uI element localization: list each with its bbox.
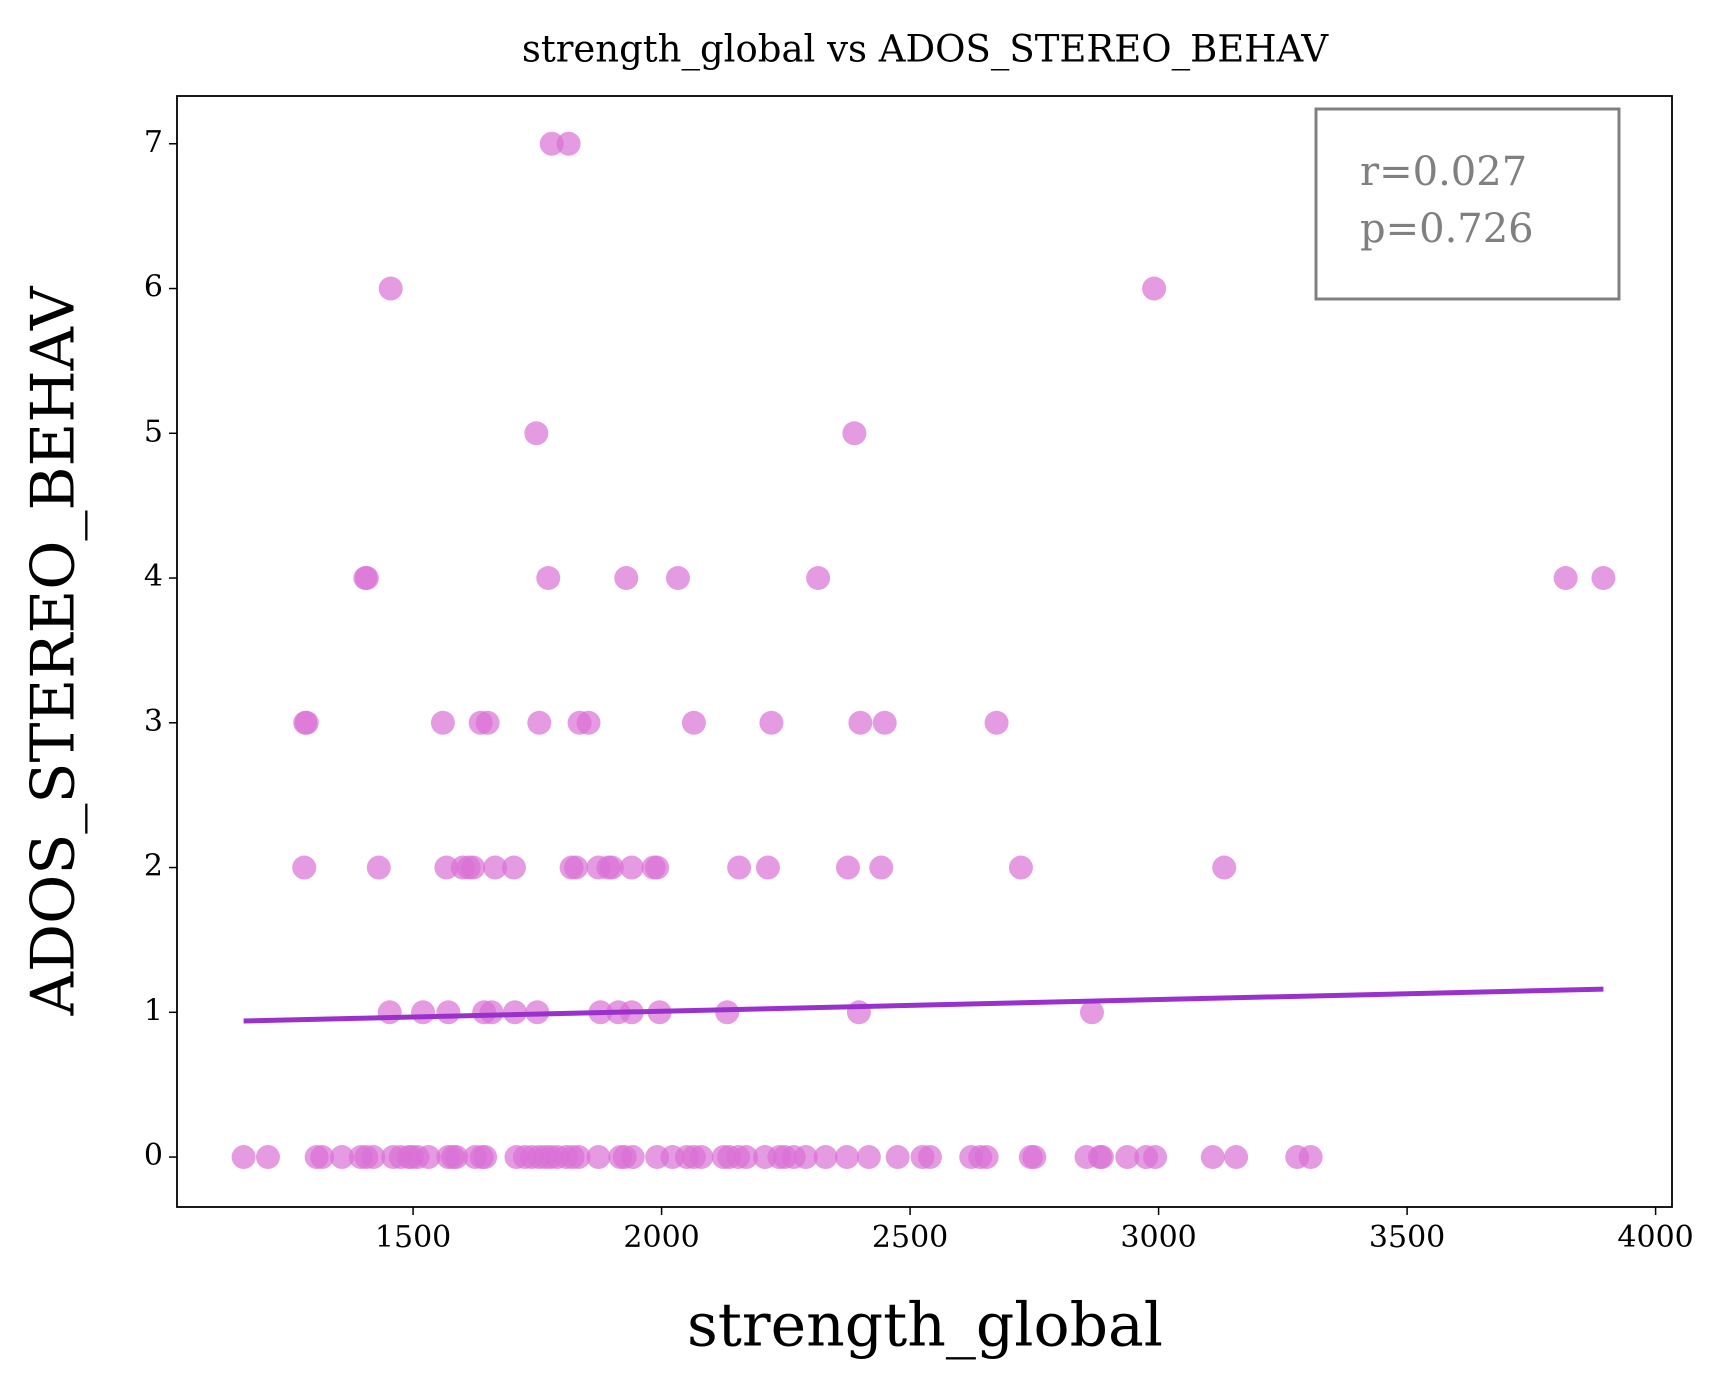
point <box>539 131 564 156</box>
point <box>885 1145 910 1170</box>
point <box>806 566 831 591</box>
y-tick-label: 3 <box>144 704 163 739</box>
point <box>1022 1145 1047 1170</box>
x-tick-label: 4000 <box>1617 1220 1693 1255</box>
point <box>1591 566 1616 591</box>
point <box>361 1145 386 1170</box>
y-tick-label: 6 <box>144 270 163 305</box>
trend-line <box>243 986 1604 1024</box>
point <box>354 566 379 591</box>
point <box>461 855 486 880</box>
point <box>430 710 455 735</box>
point <box>614 566 639 591</box>
point <box>1212 855 1237 880</box>
point <box>479 1000 504 1025</box>
point <box>436 1000 461 1025</box>
point <box>1079 1000 1104 1025</box>
point <box>759 710 784 735</box>
point <box>1298 1145 1323 1170</box>
annotation-text: r=0.027 <box>1360 149 1527 195</box>
y-tick-label: 1 <box>144 993 163 1028</box>
point <box>599 855 624 880</box>
plot-frame <box>176 95 1673 1208</box>
y-tick-label: 2 <box>144 849 163 884</box>
point <box>1142 276 1167 301</box>
point <box>665 566 690 591</box>
point <box>1089 1145 1114 1170</box>
point <box>869 855 894 880</box>
annotation-box <box>1314 107 1621 301</box>
point <box>1115 1145 1140 1170</box>
point <box>231 1145 256 1170</box>
point <box>416 1145 441 1170</box>
point <box>501 855 526 880</box>
y-tick-label: 7 <box>144 125 163 160</box>
point <box>527 710 552 735</box>
point <box>689 1145 714 1170</box>
point <box>834 1145 859 1170</box>
point <box>835 855 860 880</box>
point <box>848 710 873 735</box>
x-tick-label: 2000 <box>623 1220 699 1255</box>
point <box>645 855 670 880</box>
point <box>566 1145 591 1170</box>
point <box>444 1145 469 1170</box>
point <box>473 1145 498 1170</box>
point <box>411 1000 436 1025</box>
point <box>984 710 1009 735</box>
point <box>536 566 561 591</box>
point <box>255 1145 280 1170</box>
point <box>294 710 319 735</box>
x-tick-label: 3500 <box>1369 1220 1445 1255</box>
y-tick-label: 5 <box>144 414 163 449</box>
point <box>556 131 581 156</box>
point <box>434 855 459 880</box>
annotation-text: p=0.726 <box>1360 206 1534 252</box>
point <box>330 1145 355 1170</box>
point <box>974 1145 999 1170</box>
point <box>842 421 867 446</box>
point <box>377 1000 402 1025</box>
y-tick-label: 4 <box>144 559 163 594</box>
x-axis-label: strength_global <box>687 1291 1163 1361</box>
point <box>564 855 589 880</box>
point <box>620 1145 645 1170</box>
x-tick-label: 2500 <box>872 1220 948 1255</box>
y-axis-label: ADOS_STEREO_BEHAV <box>19 285 89 1016</box>
point <box>917 1145 942 1170</box>
point <box>524 421 549 446</box>
x-tick-label: 1500 <box>375 1220 451 1255</box>
point <box>586 1145 611 1170</box>
point <box>1224 1145 1249 1170</box>
point <box>856 1145 881 1170</box>
point <box>681 710 706 735</box>
point <box>813 1145 838 1170</box>
point <box>292 855 317 880</box>
point <box>1008 855 1033 880</box>
point <box>727 855 752 880</box>
point <box>793 1145 818 1170</box>
point <box>1143 1145 1168 1170</box>
point <box>619 855 644 880</box>
point <box>1200 1145 1225 1170</box>
point <box>734 1145 759 1170</box>
point <box>715 1000 740 1025</box>
point <box>872 710 897 735</box>
y-tick-label: 0 <box>144 1138 163 1173</box>
point <box>475 710 500 735</box>
point <box>1553 566 1578 591</box>
point <box>576 710 601 735</box>
x-tick-label: 3000 <box>1120 1220 1196 1255</box>
point <box>483 855 508 880</box>
point <box>378 276 403 301</box>
chart-title: strength_global vs ADOS_STEREO_BEHAV <box>522 28 1330 72</box>
point <box>366 855 391 880</box>
point <box>310 1145 335 1170</box>
point <box>755 855 780 880</box>
